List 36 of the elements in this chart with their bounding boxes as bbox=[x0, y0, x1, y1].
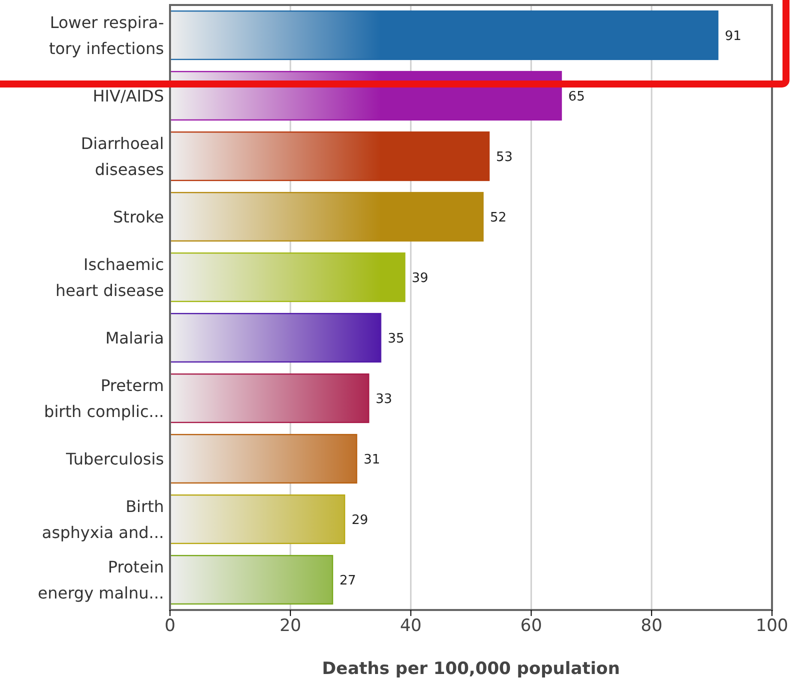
y-tick-label: HIV/AIDS bbox=[92, 86, 164, 106]
y-tick-label: Lower respira- tory infections bbox=[48, 12, 164, 58]
x-tick-label: 100 bbox=[756, 616, 788, 636]
data-label: 33 bbox=[376, 392, 392, 407]
data-label: 53 bbox=[496, 150, 513, 165]
x-tick-label: 20 bbox=[280, 616, 302, 636]
x-tick-label: 80 bbox=[640, 616, 662, 636]
data-label: 65 bbox=[568, 89, 585, 104]
x-tick-label: 0 bbox=[164, 616, 176, 636]
data-label: 29 bbox=[352, 512, 368, 528]
data-label: 52 bbox=[490, 210, 507, 226]
data-label: 39 bbox=[412, 270, 428, 286]
bar bbox=[169, 373, 370, 424]
data-label: 35 bbox=[388, 331, 404, 346]
y-tick-label: Malaria bbox=[105, 328, 164, 348]
bar bbox=[169, 10, 718, 60]
x-axis-title: Deaths per 100,000 population bbox=[322, 659, 620, 679]
bar bbox=[169, 312, 382, 363]
y-tick-label: Ischaemic heart disease bbox=[56, 254, 164, 300]
y-tick-label: Birth asphyxia and... bbox=[42, 496, 164, 542]
bar bbox=[169, 554, 334, 605]
bar bbox=[169, 494, 346, 544]
bar bbox=[169, 252, 406, 302]
bar bbox=[169, 192, 484, 242]
x-tick-label: 40 bbox=[400, 616, 422, 636]
data-label: 27 bbox=[340, 573, 356, 588]
data-label: 31 bbox=[364, 452, 380, 468]
data-label: 91 bbox=[724, 28, 742, 44]
y-tick-label: Tuberculosis bbox=[65, 449, 164, 468]
y-tick-label: Diarrhoeal diseases bbox=[80, 134, 164, 179]
x-tick-label: 60 bbox=[520, 616, 542, 636]
bar bbox=[169, 434, 358, 484]
y-tick-label: Preterm birth complic... bbox=[44, 376, 164, 421]
y-tick-label: Stroke bbox=[113, 207, 164, 226]
y-tick-label: Protein energy malnu... bbox=[38, 557, 164, 602]
bar bbox=[169, 131, 490, 182]
